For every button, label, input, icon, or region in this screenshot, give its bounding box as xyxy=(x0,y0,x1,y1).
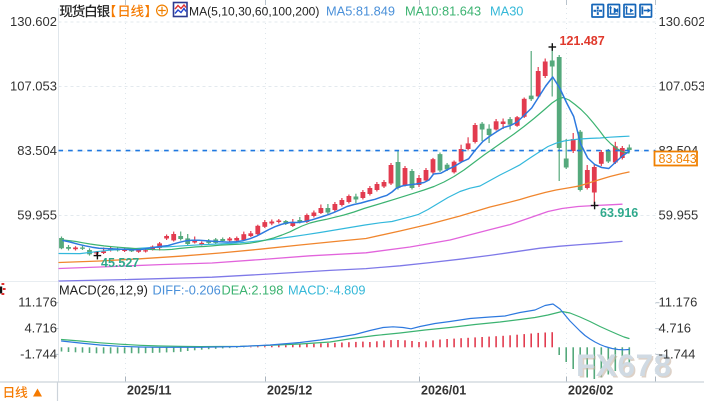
svg-text:4.716: 4.716 xyxy=(659,321,692,336)
svg-text:MACD(26,12,9): MACD(26,12,9) xyxy=(59,283,148,298)
svg-text:MA(5,10,30,60,100,200): MA(5,10,30,60,100,200) xyxy=(189,5,319,19)
svg-text:11.176: 11.176 xyxy=(18,295,57,310)
svg-text:83.843: 83.843 xyxy=(659,152,697,166)
svg-text:63.916: 63.916 xyxy=(600,206,638,220)
svg-text:4.716: 4.716 xyxy=(24,321,57,336)
svg-text:2025/11: 2025/11 xyxy=(127,384,172,398)
svg-text:2026/01: 2026/01 xyxy=(421,384,466,398)
svg-text:DIFF:-0.206: DIFF:-0.206 xyxy=(153,283,221,298)
svg-text:-1.744: -1.744 xyxy=(659,346,696,361)
svg-text:FX678: FX678 xyxy=(576,347,672,383)
svg-text:MA30: MA30 xyxy=(490,4,523,19)
svg-text:2026/02: 2026/02 xyxy=(568,384,613,398)
svg-text:130.602: 130.602 xyxy=(10,14,57,29)
svg-text:MA5:81.849: MA5:81.849 xyxy=(326,4,395,19)
svg-text:DEA:2.198: DEA:2.198 xyxy=(222,283,284,298)
svg-text:130.602: 130.602 xyxy=(659,14,704,29)
svg-text:MACD:-4.809: MACD:-4.809 xyxy=(288,283,366,298)
svg-text:107.053: 107.053 xyxy=(10,79,57,94)
svg-text:11.176: 11.176 xyxy=(659,295,698,310)
svg-text:107.053: 107.053 xyxy=(659,79,704,94)
svg-text:83.504: 83.504 xyxy=(17,143,57,158)
svg-text:MA10:81.643: MA10:81.643 xyxy=(405,4,481,19)
svg-text:121.487: 121.487 xyxy=(560,34,605,48)
svg-text:-1.744: -1.744 xyxy=(20,346,57,361)
svg-text:45.527: 45.527 xyxy=(101,256,139,270)
svg-text:59.955: 59.955 xyxy=(17,208,57,223)
svg-text:59.955: 59.955 xyxy=(659,208,699,223)
svg-text:2025/12: 2025/12 xyxy=(267,384,312,398)
